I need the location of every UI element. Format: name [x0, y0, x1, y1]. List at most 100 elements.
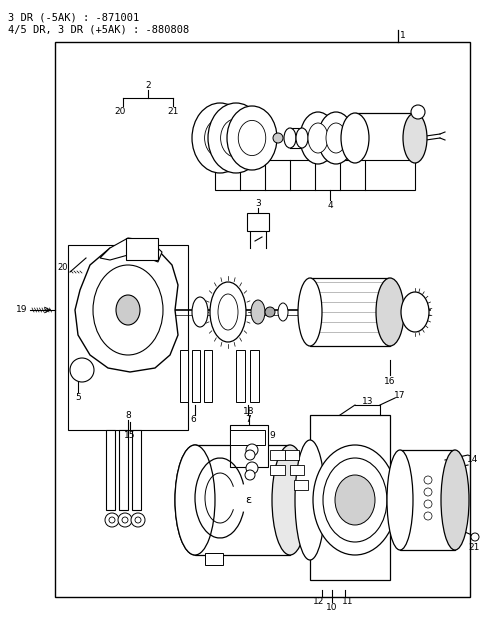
- Ellipse shape: [192, 103, 248, 173]
- Bar: [310, 415, 390, 580]
- Ellipse shape: [175, 445, 215, 555]
- Text: 19: 19: [16, 306, 28, 314]
- Ellipse shape: [298, 278, 322, 346]
- Text: 4: 4: [327, 201, 333, 211]
- Bar: [126, 238, 158, 260]
- Ellipse shape: [387, 450, 413, 550]
- Polygon shape: [100, 238, 162, 262]
- Text: 16: 16: [384, 378, 396, 386]
- Ellipse shape: [192, 297, 208, 327]
- Circle shape: [265, 307, 275, 317]
- Text: 20: 20: [58, 263, 68, 273]
- Text: 5: 5: [75, 394, 81, 402]
- Bar: [294, 480, 308, 490]
- Bar: [55, 42, 470, 597]
- Ellipse shape: [284, 128, 296, 148]
- Bar: [195, 445, 290, 555]
- Circle shape: [135, 517, 141, 523]
- Ellipse shape: [335, 475, 375, 525]
- Ellipse shape: [175, 445, 215, 555]
- Circle shape: [70, 358, 94, 382]
- Circle shape: [411, 105, 425, 119]
- Circle shape: [245, 450, 255, 460]
- Bar: [132, 430, 141, 510]
- Ellipse shape: [403, 113, 427, 163]
- Bar: [204, 350, 212, 402]
- Text: 14: 14: [468, 455, 479, 465]
- Circle shape: [273, 133, 283, 143]
- Ellipse shape: [313, 445, 397, 555]
- Text: 17: 17: [394, 391, 406, 399]
- Text: 8: 8: [125, 412, 131, 420]
- Circle shape: [424, 476, 432, 484]
- Ellipse shape: [210, 282, 246, 342]
- Text: 18: 18: [243, 407, 255, 417]
- Bar: [270, 465, 285, 475]
- Circle shape: [424, 488, 432, 496]
- Ellipse shape: [221, 119, 252, 157]
- Ellipse shape: [251, 300, 265, 324]
- Ellipse shape: [308, 123, 328, 153]
- Text: ε: ε: [245, 495, 251, 505]
- Bar: [310, 278, 390, 346]
- Bar: [106, 430, 115, 510]
- Text: 4/5 DR, 3 DR (+5AK) : -880808: 4/5 DR, 3 DR (+5AK) : -880808: [8, 24, 189, 34]
- Circle shape: [118, 513, 132, 527]
- Circle shape: [131, 513, 145, 527]
- Bar: [236, 350, 245, 402]
- Ellipse shape: [376, 278, 404, 346]
- Bar: [119, 430, 128, 510]
- Ellipse shape: [218, 294, 238, 330]
- Ellipse shape: [441, 450, 469, 550]
- Ellipse shape: [116, 295, 140, 325]
- Ellipse shape: [272, 445, 308, 555]
- Circle shape: [105, 513, 119, 527]
- Text: 1: 1: [400, 32, 406, 40]
- Ellipse shape: [318, 112, 354, 164]
- Bar: [270, 450, 285, 460]
- Bar: [250, 350, 259, 402]
- Text: 3 DR (-5AK) : -871001: 3 DR (-5AK) : -871001: [8, 12, 139, 22]
- Circle shape: [245, 470, 255, 480]
- Bar: [400, 450, 455, 550]
- Bar: [205, 553, 223, 565]
- Ellipse shape: [278, 303, 288, 321]
- Ellipse shape: [204, 119, 235, 157]
- Text: 7: 7: [245, 415, 251, 425]
- Circle shape: [109, 517, 115, 523]
- Ellipse shape: [341, 113, 369, 163]
- Polygon shape: [75, 245, 178, 372]
- Circle shape: [424, 512, 432, 520]
- Text: 6: 6: [190, 415, 196, 425]
- Circle shape: [424, 500, 432, 508]
- Text: 21: 21: [168, 107, 179, 117]
- Text: 12: 12: [313, 597, 324, 607]
- Circle shape: [246, 462, 258, 474]
- Ellipse shape: [401, 292, 429, 332]
- Bar: [230, 425, 268, 467]
- Bar: [180, 350, 188, 402]
- Circle shape: [246, 444, 258, 456]
- Ellipse shape: [300, 112, 336, 164]
- Text: 15: 15: [124, 432, 136, 440]
- Bar: [230, 430, 265, 445]
- Bar: [355, 113, 415, 163]
- Ellipse shape: [326, 123, 346, 153]
- Bar: [285, 450, 299, 460]
- Bar: [192, 350, 200, 402]
- Ellipse shape: [208, 103, 264, 173]
- Bar: [215, 160, 415, 190]
- Bar: [68, 245, 188, 430]
- Text: 11: 11: [342, 597, 354, 607]
- Ellipse shape: [238, 120, 266, 156]
- Text: 10: 10: [326, 604, 338, 612]
- Text: 9: 9: [269, 432, 275, 440]
- Circle shape: [471, 533, 479, 541]
- Ellipse shape: [323, 458, 387, 542]
- Ellipse shape: [227, 106, 277, 170]
- Bar: [247, 213, 269, 231]
- Text: 13: 13: [362, 397, 374, 407]
- Ellipse shape: [93, 265, 163, 355]
- Ellipse shape: [295, 440, 325, 560]
- Text: 21: 21: [468, 543, 480, 553]
